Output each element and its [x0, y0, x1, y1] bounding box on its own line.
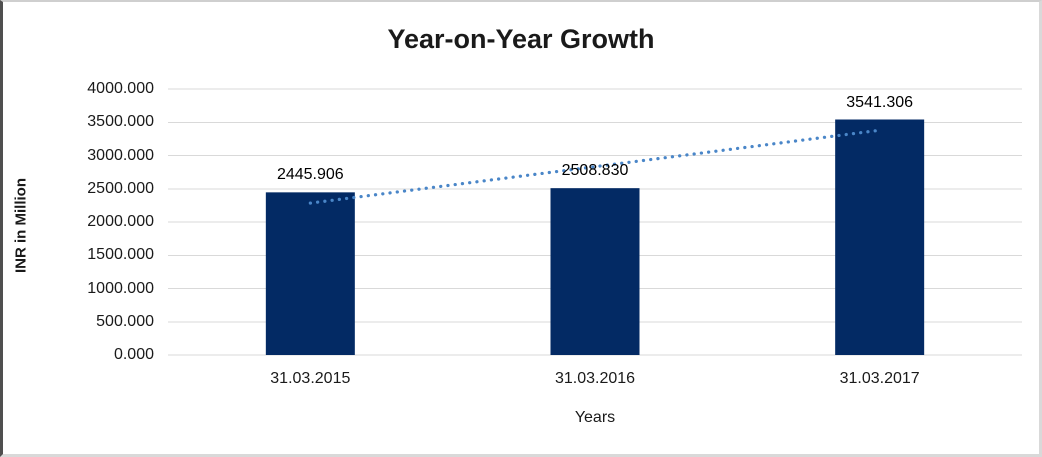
y-tick-label: 500.000: [96, 312, 154, 330]
plot-area: [168, 88, 1022, 356]
bar: [550, 188, 640, 355]
data-label: 2445.906: [276, 166, 344, 184]
data-label: 2508.830: [561, 162, 629, 180]
y-tick-label: 1000.000: [87, 279, 154, 297]
bar: [835, 119, 925, 356]
x-tick-label: 31.03.2017: [839, 370, 920, 387]
y-tick-label: 2500.000: [87, 179, 154, 197]
y-tick-label: 0.000: [113, 346, 154, 363]
data-label: 3541.306: [846, 93, 914, 111]
y-tick-label: 4000.000: [87, 80, 154, 97]
y-tick-label: 3000.000: [87, 146, 154, 164]
trendline: [308, 128, 882, 205]
x-axis-title: Years: [574, 409, 616, 426]
y-tick-label: 2000.000: [87, 213, 154, 230]
y-tick-label: 3500.000: [87, 113, 154, 131]
x-tick-label: 31.03.2016: [554, 370, 636, 387]
bar: [265, 192, 355, 355]
chart-title: Year-on-Year Growth: [387, 24, 655, 54]
x-tick-label: 31.03.2015: [270, 370, 351, 387]
y-tick-label: 1500.000: [87, 246, 154, 264]
